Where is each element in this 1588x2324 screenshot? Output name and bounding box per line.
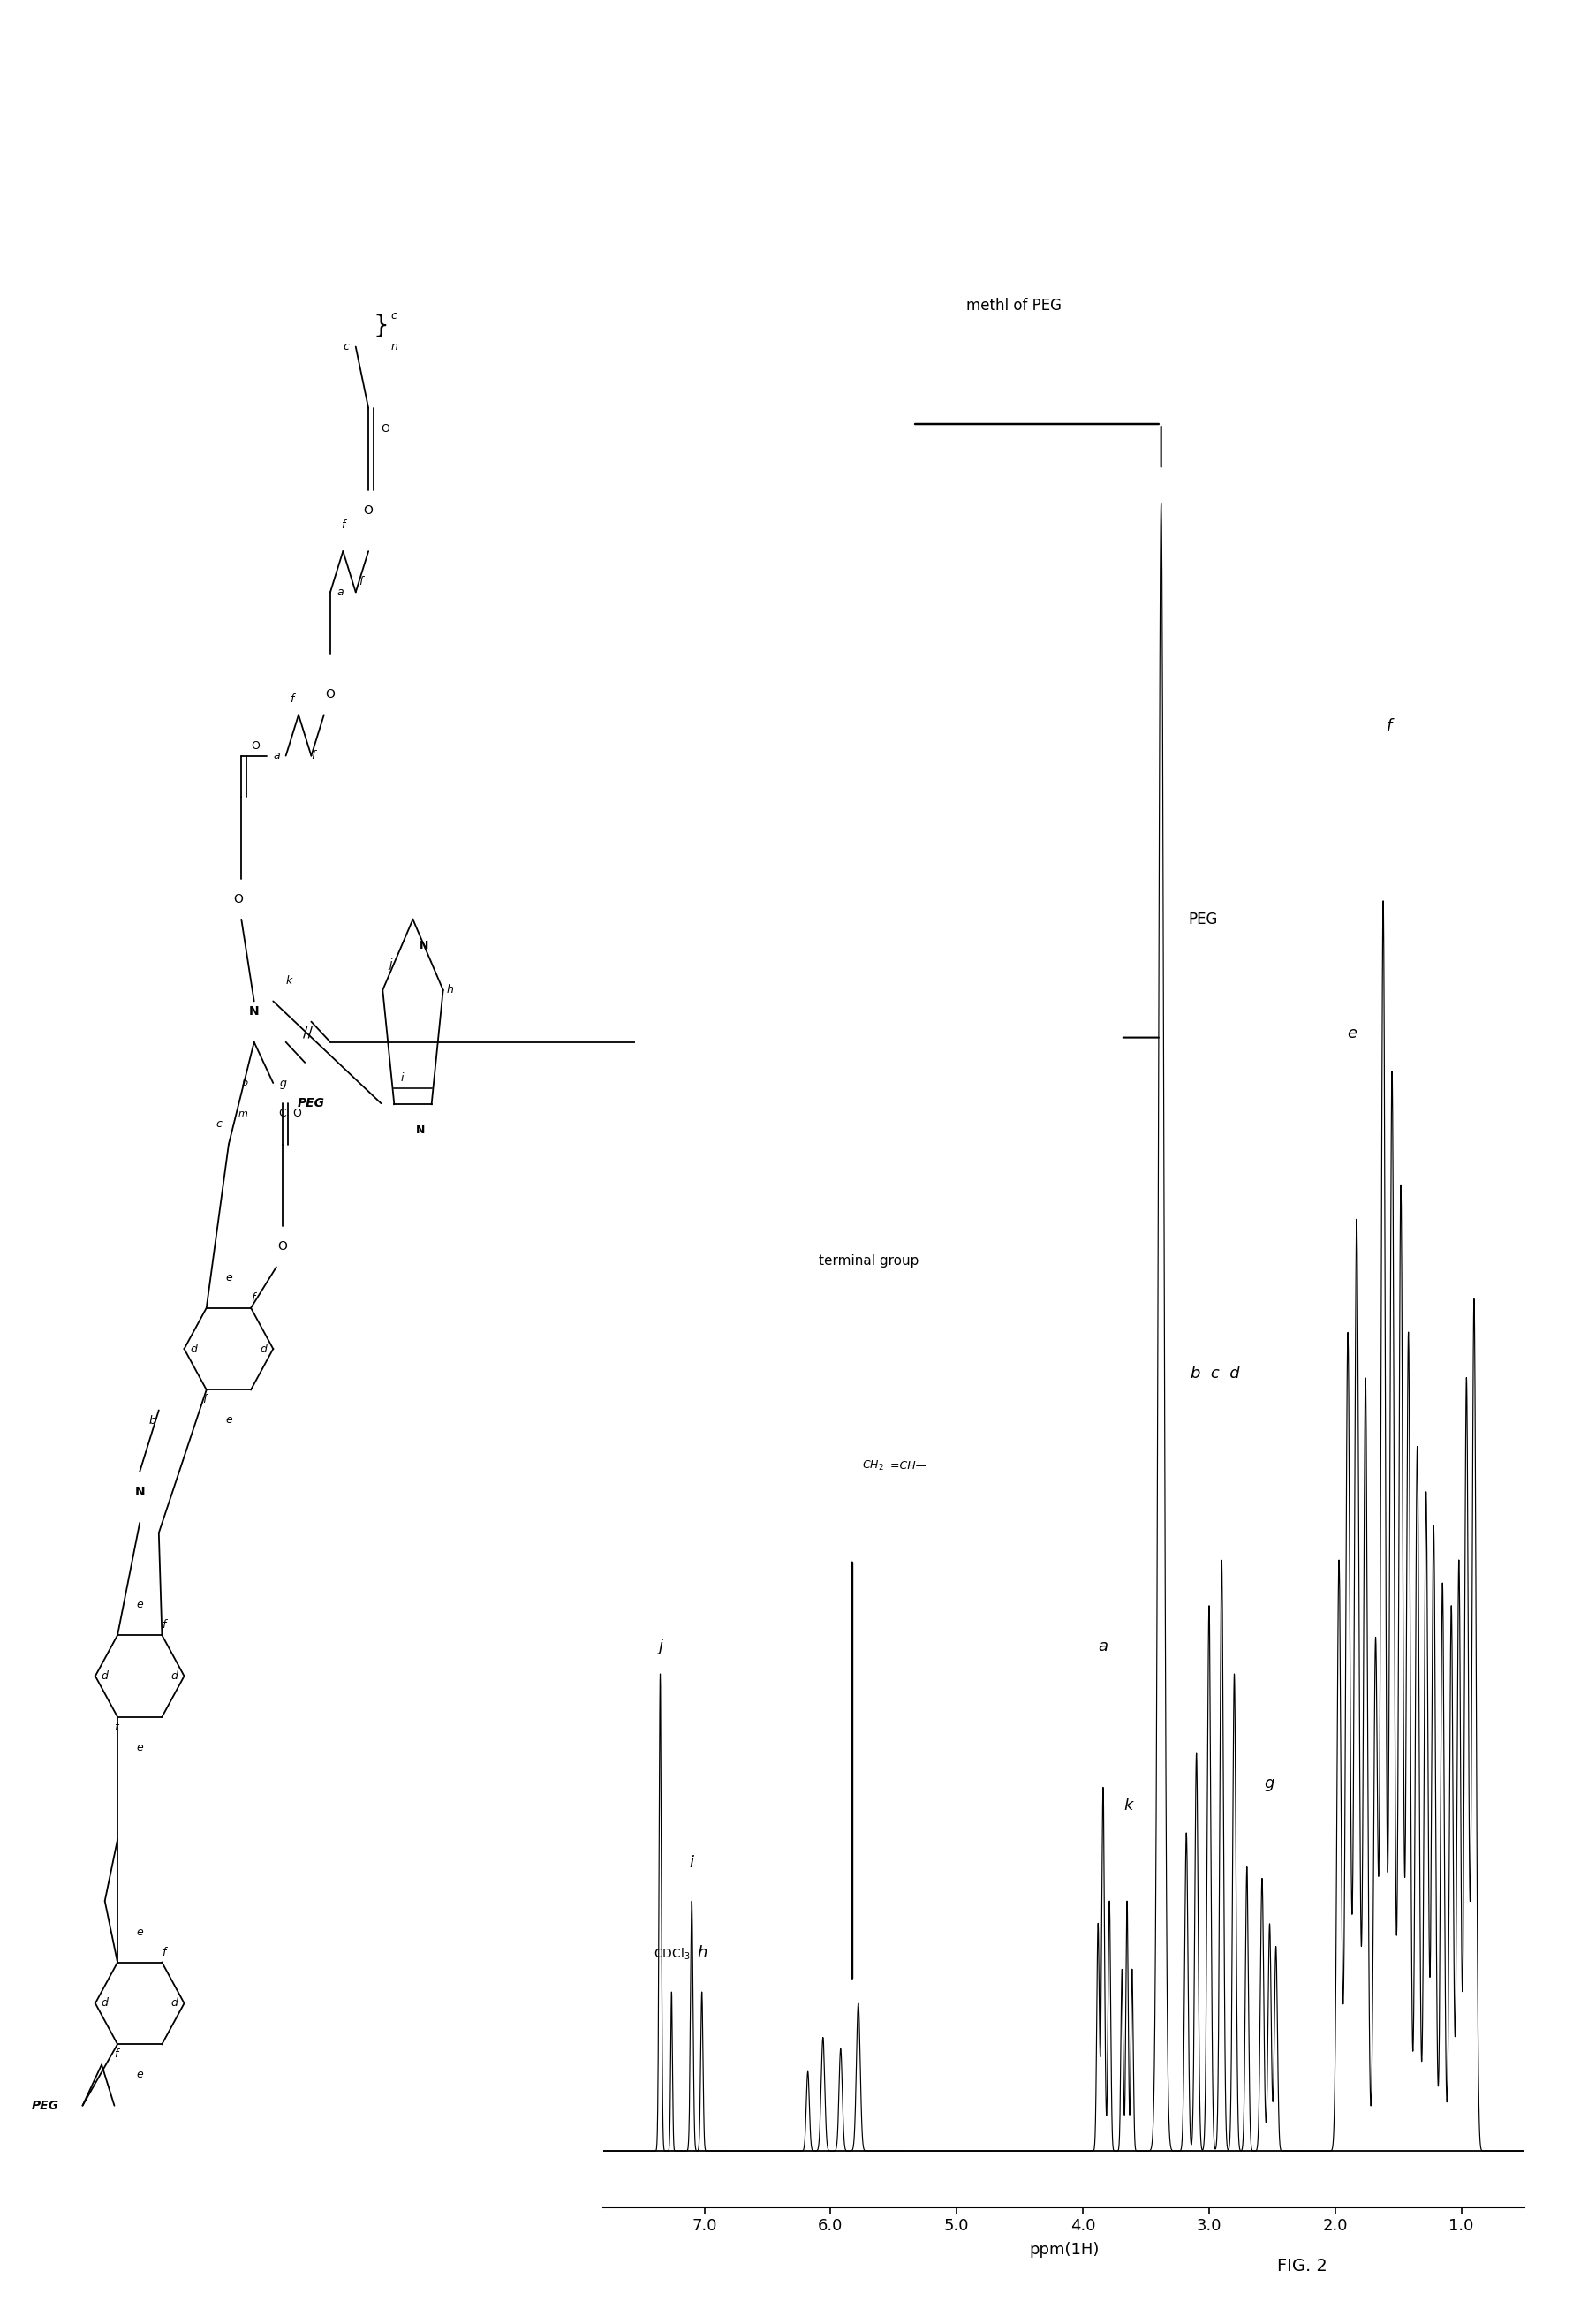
Text: d: d [260, 1343, 267, 1355]
Text: m: m [238, 1109, 248, 1118]
Text: e: e [137, 1927, 143, 1938]
Text: j: j [657, 1638, 662, 1655]
Text: O: O [381, 423, 389, 435]
Text: PEG: PEG [32, 2099, 59, 2113]
Text: a: a [273, 751, 279, 762]
Text: =CH—: =CH— [883, 1459, 927, 1471]
Text: FIG. 2: FIG. 2 [1277, 2257, 1328, 2275]
Text: O: O [326, 688, 335, 700]
Text: j: j [389, 957, 392, 969]
Text: g: g [1264, 1776, 1275, 1792]
Text: O: O [278, 1241, 287, 1253]
Text: f: f [311, 751, 314, 762]
Text: C: C [279, 1109, 286, 1120]
Text: h: h [446, 985, 453, 995]
Text: f: f [114, 1722, 118, 1734]
Text: f: f [251, 1292, 254, 1304]
Text: d: d [172, 1671, 178, 1683]
Text: k: k [1124, 1799, 1132, 1813]
Text: f: f [114, 2050, 118, 2059]
Text: g: g [279, 1078, 286, 1088]
Text: O: O [251, 739, 259, 751]
Text: CH$_2$: CH$_2$ [862, 1459, 883, 1473]
Text: f: f [162, 1948, 165, 1957]
Text: f: f [341, 518, 345, 530]
Text: d: d [191, 1343, 197, 1355]
Text: a: a [1099, 1638, 1108, 1655]
Text: terminal group: terminal group [818, 1255, 918, 1267]
Text: e: e [137, 1741, 143, 1752]
Text: methl of PEG: methl of PEG [966, 297, 1061, 314]
Text: e: e [137, 1599, 143, 1611]
Text: k: k [286, 976, 292, 985]
Text: f: f [291, 693, 294, 704]
Text: b: b [149, 1415, 156, 1427]
Text: f: f [162, 1620, 165, 1631]
Text: n: n [391, 342, 397, 353]
Text: d: d [102, 1999, 108, 2008]
Text: f: f [359, 576, 362, 588]
Text: PEG: PEG [297, 1097, 326, 1109]
Text: e: e [1347, 1025, 1356, 1041]
Text: N: N [249, 1006, 259, 1018]
Text: i: i [689, 1855, 694, 1871]
Text: h: h [697, 1945, 707, 1961]
Text: O: O [233, 892, 243, 904]
Text: O: O [292, 1109, 300, 1120]
Text: b: b [241, 1078, 248, 1088]
Text: d: d [172, 1999, 178, 2008]
Text: b  c  d: b c d [1191, 1367, 1240, 1383]
X-axis label: ppm(1H): ppm(1H) [1029, 2240, 1099, 2257]
Text: e: e [225, 1271, 232, 1283]
Text: //: // [303, 1025, 313, 1039]
Text: i: i [400, 1071, 403, 1083]
Text: PEG: PEG [1188, 911, 1218, 927]
Text: O: O [364, 504, 373, 516]
Text: e: e [225, 1415, 232, 1427]
Text: CDCl$_3$: CDCl$_3$ [653, 1948, 689, 1961]
Text: c: c [343, 342, 349, 353]
Text: a: a [337, 586, 343, 597]
Text: }: } [373, 314, 389, 339]
Text: d: d [102, 1671, 108, 1683]
Text: e: e [137, 2068, 143, 2080]
Text: c: c [391, 311, 397, 321]
Text: f: f [1386, 718, 1393, 734]
Text: c: c [216, 1118, 222, 1129]
Text: N: N [419, 939, 429, 951]
Text: N: N [416, 1125, 426, 1136]
Text: N: N [135, 1485, 145, 1499]
Text: f: f [203, 1394, 206, 1406]
